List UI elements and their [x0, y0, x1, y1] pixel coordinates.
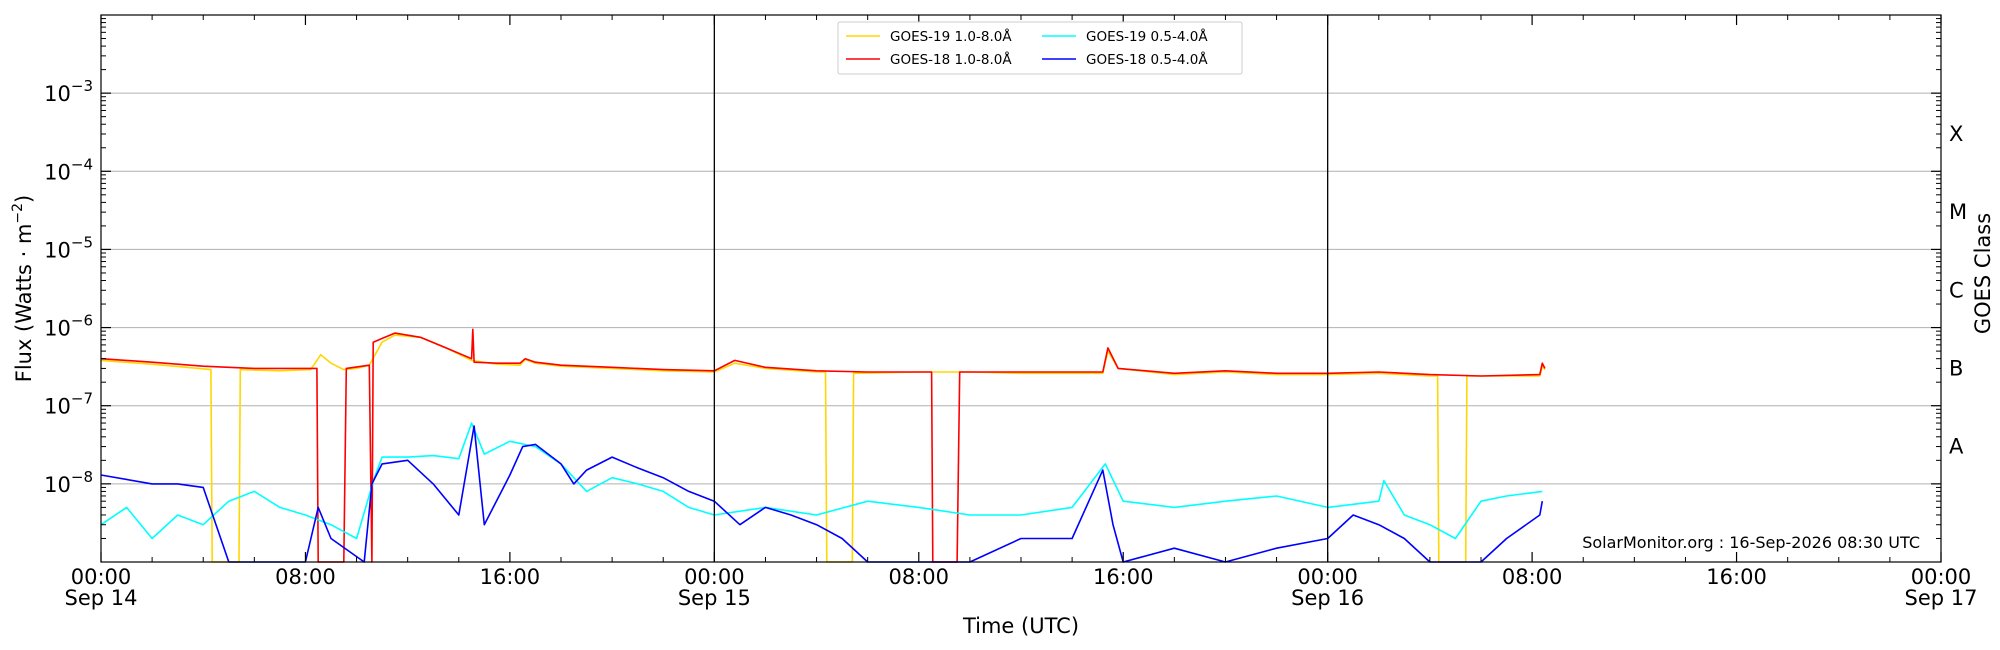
- y-tick-label: 10−3: [44, 77, 93, 106]
- x-tick-time-label: 00:00: [684, 565, 745, 589]
- x-tick-time-label: 16:00: [1706, 565, 1767, 589]
- x-tick-time-label: 08:00: [275, 565, 336, 589]
- y-tick-label: 10−4: [44, 155, 93, 184]
- legend-entry-label: GOES-19 0.5-4.0Å: [1086, 28, 1208, 45]
- x-tick-time-label: 00:00: [71, 565, 132, 589]
- x-axis-label: Time (UTC): [962, 614, 1079, 638]
- goes-class-label: A: [1949, 435, 1964, 459]
- y-tick-label: 10−7: [44, 390, 93, 419]
- x-tick-date-label: Sep 16: [1291, 586, 1364, 610]
- goes-class-label: X: [1949, 122, 1963, 146]
- x-tick-time-label: 16:00: [480, 565, 541, 589]
- legend-box: [837, 21, 1243, 75]
- source-credit: SolarMonitor.org : 16-Sep-2026 08:30 UTC: [1582, 533, 1920, 552]
- grid-lines: [101, 92, 1941, 485]
- plot-frame: [100, 14, 1942, 563]
- y-tick-label: 10−5: [44, 233, 93, 262]
- y-axis-ticks: 10−8 10−7 10−6 10−5 10−4 10−3: [44, 18, 1941, 539]
- x-tick-time-label: 00:00: [1297, 565, 1358, 589]
- x-tick-time-label: 08:00: [1502, 565, 1563, 589]
- goes-class-axis-label: GOES Class: [1971, 213, 1995, 334]
- series-line-3: [100, 422, 1543, 540]
- series-line-2: [100, 328, 1546, 563]
- x-tick-time-label: 08:00: [889, 565, 950, 589]
- x-tick-date-label: Sep 14: [65, 586, 138, 610]
- series-line-1: [100, 334, 1546, 563]
- plot-series: [100, 328, 1546, 563]
- goes-class-axis: A B C M X: [1949, 122, 1967, 459]
- legend: GOES-19 1.0-8.0Å GOES-18 1.0-8.0Å GOES-19 …: [837, 21, 1243, 75]
- series-line-4: [100, 425, 1544, 563]
- x-tick-date-label: Sep 17: [1905, 586, 1978, 610]
- legend-entry-label: GOES-18 1.0-8.0Å: [890, 51, 1012, 68]
- goes-class-label: B: [1949, 356, 1963, 380]
- y-tick-label: 10−6: [44, 312, 93, 341]
- y-tick-label: 10−8: [44, 468, 93, 497]
- x-tick-time-label: 16:00: [1093, 565, 1154, 589]
- day-boundary-lines: [713, 15, 1329, 562]
- goes-class-label: C: [1949, 278, 1964, 302]
- legend-entry-label: GOES-18 0.5-4.0Å: [1086, 51, 1208, 68]
- x-tick-time-label: 00:00: [1911, 565, 1972, 589]
- legend-entry-label: GOES-19 1.0-8.0Å: [890, 28, 1012, 45]
- goes-class-label: M: [1949, 200, 1967, 224]
- y-axis-label: Flux (Watts · m−2): [10, 195, 36, 383]
- x-tick-date-label: Sep 15: [678, 586, 751, 610]
